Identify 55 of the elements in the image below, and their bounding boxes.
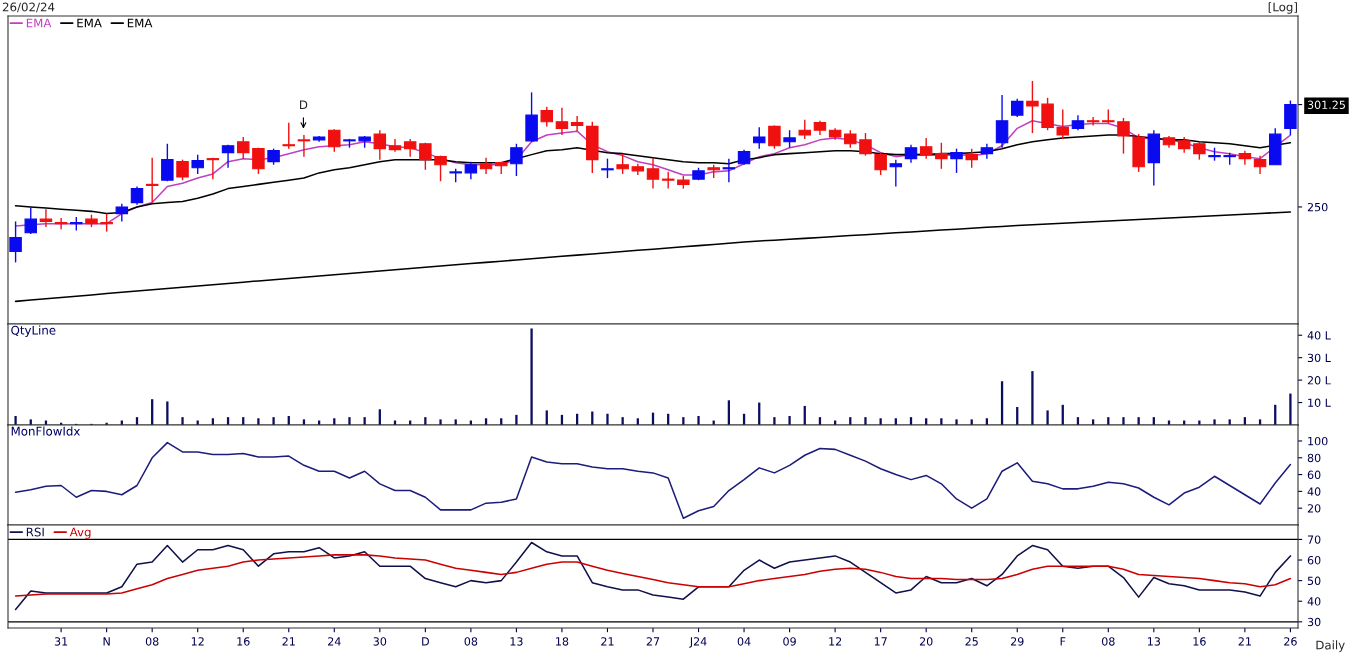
x-axis-title: Daily	[1316, 640, 1345, 652]
x-tick-label: 09	[783, 637, 796, 646]
x-tick-label: 08	[1101, 637, 1115, 646]
y-tick-label: 10 L	[1308, 398, 1331, 407]
x-tick-label: 21	[1238, 637, 1251, 646]
x-tick-label: F	[1060, 637, 1066, 646]
x-tick-label: 13	[1147, 637, 1160, 646]
legend-label: EMA	[127, 18, 153, 28]
x-tick-label: 13	[510, 637, 523, 646]
y-tick-label: 20 L	[1307, 376, 1331, 385]
x-tick-label: N	[103, 637, 110, 646]
x-tick-label: 08	[145, 637, 159, 646]
y-tick-label: 60	[1307, 470, 1321, 479]
x-tick-label: 16	[1193, 637, 1206, 646]
x-tick-label: 12	[829, 637, 842, 646]
x-tick-label: 18	[556, 637, 569, 646]
chart-title: 26/02/24	[2, 2, 55, 13]
legend-label: Avg	[69, 527, 91, 539]
x-tick-label: J24	[689, 637, 707, 648]
legend-label: EMA	[77, 18, 102, 28]
y-tick-label: 70	[1307, 535, 1321, 544]
y-tick-label: 80	[1307, 453, 1321, 463]
x-tick-label: 24	[328, 637, 341, 646]
y-tick-label: 50	[1307, 576, 1321, 585]
chart-title: MonFlowIdx	[11, 426, 80, 436]
x-tick-label: 27	[646, 637, 660, 646]
x-tick-label: 08	[464, 637, 478, 646]
x-tick-label: 29	[1010, 637, 1024, 646]
y-tick-label: 20	[1307, 504, 1321, 513]
x-tick-label: 25	[965, 637, 978, 646]
x-tick-label: 16	[237, 637, 250, 646]
y-tick-label: 301.25	[1307, 100, 1345, 109]
y-tick-label: 250	[1307, 202, 1328, 212]
y-tick-label: 100	[1308, 436, 1328, 446]
y-tick-label: 30	[1307, 617, 1321, 627]
x-tick-label: 21	[601, 637, 614, 646]
text: [Log]	[1268, 2, 1297, 14]
x-tick-label: D	[422, 637, 429, 646]
y-tick-label: 40	[1307, 597, 1321, 606]
x-tick-label: 30	[373, 637, 387, 646]
x-tick-label: 17	[874, 637, 887, 646]
chart-title: QtyLine	[11, 325, 56, 337]
x-tick-label: 12	[191, 637, 204, 646]
legend-label: EMA	[26, 18, 52, 28]
x-tick-label: 26	[1284, 637, 1297, 646]
y-tick-label: 60	[1307, 555, 1321, 565]
y-tick-label: 40 L	[1307, 331, 1331, 340]
x-tick-label: 31	[54, 637, 68, 646]
x-tick-label: 20	[919, 637, 933, 646]
legend-label: RSI	[26, 527, 44, 537]
x-tick-label: 04	[737, 637, 751, 646]
annotation: D	[300, 100, 308, 110]
y-tick-label: 30 L	[1307, 353, 1331, 363]
y-tick-label: 40	[1307, 487, 1321, 496]
x-tick-label: 21	[282, 637, 295, 646]
